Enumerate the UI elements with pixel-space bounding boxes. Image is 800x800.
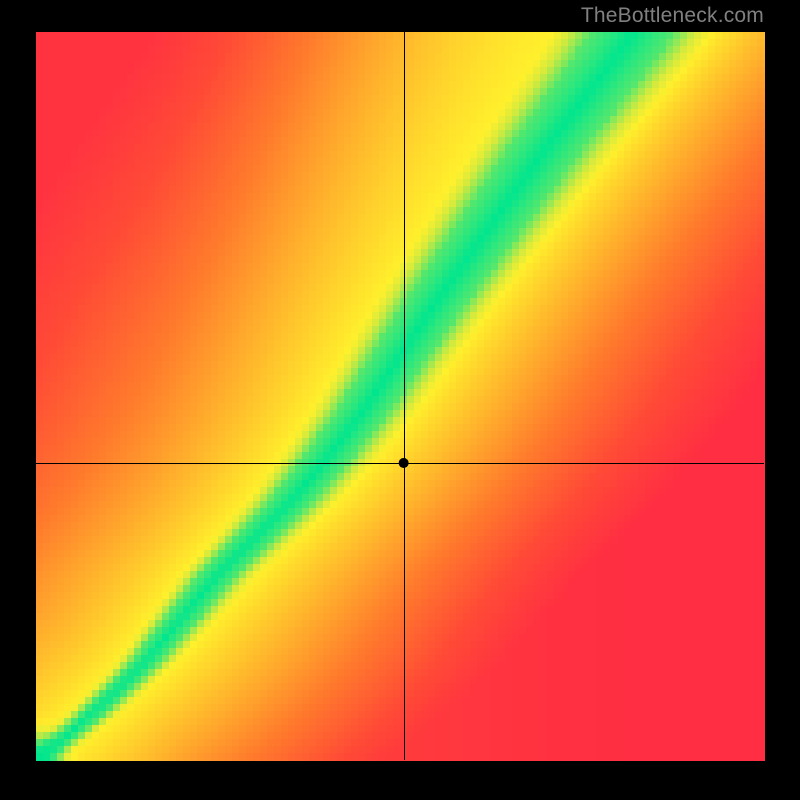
bottleneck-heatmap — [0, 0, 800, 800]
watermark-text: TheBottleneck.com — [581, 4, 764, 28]
